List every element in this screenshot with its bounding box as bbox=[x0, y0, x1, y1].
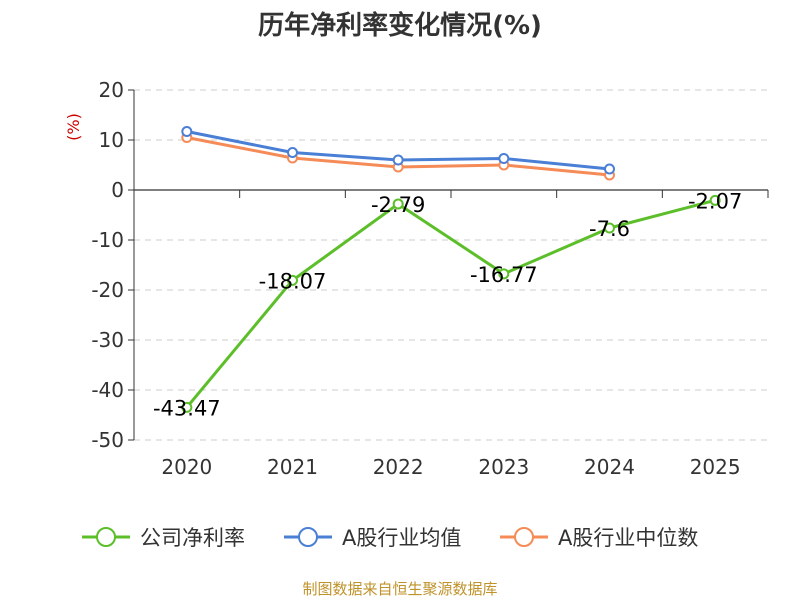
y-tick-label: 20 bbox=[99, 78, 124, 102]
x-tick-label: 2021 bbox=[267, 455, 318, 479]
data-labels: -43.47 -18.07 -2.79 -16.77 -7.6 -2.07 bbox=[153, 189, 742, 420]
series-point-0 bbox=[181, 401, 193, 413]
series-point-0 bbox=[498, 268, 510, 280]
series-point-1 bbox=[181, 126, 193, 137]
series-point-1 bbox=[498, 153, 510, 164]
y-tick-label: -50 bbox=[91, 428, 124, 452]
x-tick-label: 2025 bbox=[690, 455, 741, 479]
legend-item-1[interactable]: A股行业均值 bbox=[284, 526, 461, 550]
y-tick-label: -10 bbox=[91, 228, 124, 252]
x-tick-label: 2020 bbox=[161, 455, 212, 479]
legend-marker bbox=[298, 527, 318, 547]
y-tick-label: -40 bbox=[91, 378, 124, 402]
gridlines bbox=[134, 89, 768, 441]
legend-item-0[interactable]: 公司净利率 bbox=[82, 526, 245, 550]
legend-label: 公司净利率 bbox=[140, 526, 245, 550]
x-tick-label: 2024 bbox=[584, 455, 635, 479]
x-tick-label: 2022 bbox=[373, 455, 424, 479]
legend-item-2[interactable]: A股行业中位数 bbox=[500, 526, 698, 550]
y-tick-label: 0 bbox=[111, 178, 124, 202]
data-label: -7.6 bbox=[589, 217, 630, 241]
y-tick-label: 10 bbox=[99, 128, 124, 152]
series-line-0 bbox=[185, 198, 716, 409]
data-label: -43.47 bbox=[153, 396, 221, 420]
legend-label: A股行业均值 bbox=[342, 526, 461, 550]
series-point-0 bbox=[392, 198, 404, 210]
y-axis-label: (%) bbox=[64, 113, 83, 141]
series-point-0 bbox=[287, 274, 298, 286]
series-group bbox=[181, 126, 721, 413]
source-note: 制图数据来自恒生聚源数据库 bbox=[302, 580, 497, 598]
legend-marker bbox=[96, 527, 116, 547]
series-point-0 bbox=[709, 194, 721, 206]
x-tick-label: 2023 bbox=[478, 455, 529, 479]
y-tick-label: -20 bbox=[91, 278, 124, 302]
chart-title: 历年净利率变化情况(%) bbox=[258, 10, 542, 41]
data-label: -2.07 bbox=[688, 189, 742, 213]
data-label: -18.07 bbox=[259, 269, 327, 293]
legend-label: A股行业中位数 bbox=[558, 526, 698, 550]
data-label: -16.77 bbox=[470, 263, 538, 287]
legend[interactable]: 公司净利率 A股行业均值 A股行业中位数 bbox=[82, 526, 698, 550]
series-point-1 bbox=[287, 147, 298, 158]
axes: 20 10 0 -10 -20 -30 -40 -50 2020 2021 2022 2023 2024… bbox=[91, 78, 769, 479]
data-label: -2.79 bbox=[371, 193, 425, 217]
series-point-1 bbox=[604, 163, 615, 175]
legend-marker bbox=[514, 527, 534, 547]
y-tick-label: -30 bbox=[91, 328, 124, 352]
series-point-1 bbox=[392, 154, 404, 166]
series-point-0 bbox=[604, 222, 615, 234]
